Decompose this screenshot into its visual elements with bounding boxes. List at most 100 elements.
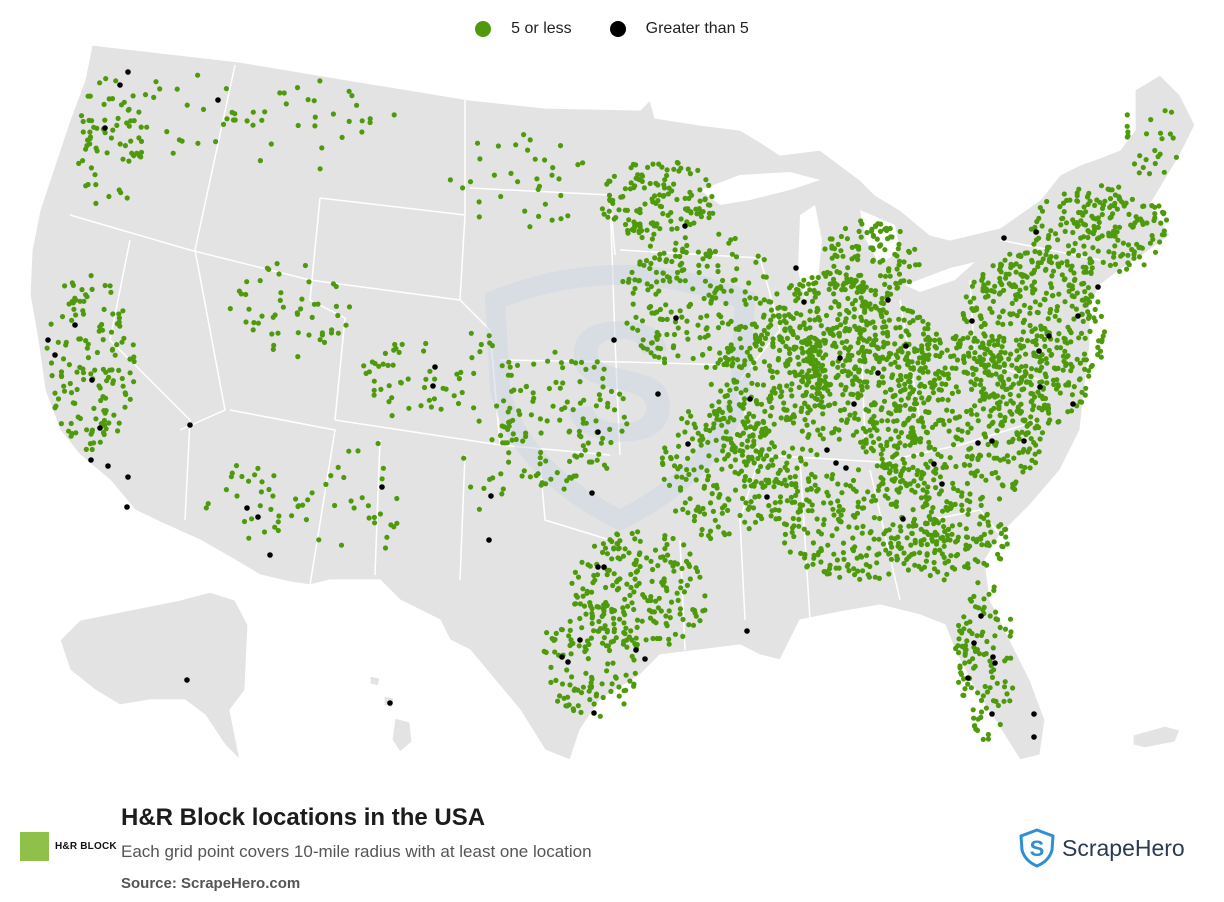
location-dot-5-or-less — [631, 589, 637, 595]
location-dot-5-or-less — [769, 508, 775, 514]
location-dot-5-or-less — [560, 380, 566, 386]
location-dot-5-or-less — [102, 282, 108, 289]
location-dot-5-or-less — [831, 512, 837, 518]
location-dot-5-or-less — [790, 328, 796, 334]
location-dot-5-or-less — [538, 430, 544, 436]
location-dot-5-or-less — [800, 502, 806, 508]
location-dot-5-or-less — [997, 275, 1003, 281]
location-dot-5-or-less — [983, 286, 990, 292]
location-dot-5-or-less — [1022, 369, 1028, 375]
location-dot-5-or-less — [871, 515, 878, 521]
location-dot-5-or-less — [876, 359, 882, 365]
location-dot-5-or-less — [596, 451, 602, 457]
location-dot-5-or-less — [587, 697, 593, 703]
location-dot-5-or-less — [1065, 353, 1071, 359]
location-dot-5-or-less — [359, 129, 365, 135]
location-dot-5-or-less — [772, 500, 778, 506]
location-dot-5-or-less — [1004, 655, 1010, 661]
location-dot-5-or-less — [818, 323, 824, 329]
location-dot-5-or-less — [895, 377, 901, 383]
location-dot-5-or-less — [714, 457, 720, 463]
location-dot-5-or-less — [663, 613, 669, 619]
location-dot-5-or-less — [600, 694, 606, 701]
location-dot-5-or-less — [894, 418, 900, 424]
location-dot-5-or-less — [805, 508, 812, 514]
location-dot-5-or-less — [807, 287, 813, 293]
location-dot-5-or-less — [648, 597, 654, 604]
location-dot-5-or-less — [713, 437, 719, 443]
location-dot-5-or-less — [824, 473, 830, 479]
location-dot-5-or-less — [389, 395, 395, 401]
location-dot-5-or-less — [74, 386, 80, 393]
location-dot-5-or-less — [1110, 211, 1116, 217]
location-dot-5-or-less — [777, 383, 783, 389]
location-dot-5-or-less — [684, 467, 690, 473]
location-dot-5-or-less — [978, 361, 984, 367]
location-dot-5-or-less — [580, 443, 586, 449]
location-dot-5-or-less — [275, 527, 281, 534]
location-dot-5-or-less — [921, 400, 927, 406]
location-dot-greater-than-5 — [843, 465, 849, 471]
location-dot-5-or-less — [834, 269, 840, 275]
location-dot-5-or-less — [277, 297, 283, 303]
location-dot-5-or-less — [1056, 418, 1062, 425]
location-dot-5-or-less — [309, 314, 315, 320]
location-dot-5-or-less — [1017, 264, 1023, 270]
location-dot-greater-than-5 — [903, 343, 909, 349]
location-dot-5-or-less — [625, 227, 631, 234]
location-dot-5-or-less — [543, 458, 549, 464]
location-dot-5-or-less — [1112, 233, 1118, 239]
location-dot-5-or-less — [1086, 368, 1092, 374]
location-dot-5-or-less — [894, 553, 900, 559]
location-dot-5-or-less — [440, 385, 446, 391]
location-dot-5-or-less — [1050, 293, 1056, 299]
location-dot-5-or-less — [758, 401, 765, 407]
location-dot-5-or-less — [926, 439, 932, 445]
location-dot-greater-than-5 — [432, 364, 438, 370]
location-dot-5-or-less — [668, 456, 674, 462]
location-dot-5-or-less — [579, 559, 585, 565]
location-dot-5-or-less — [909, 359, 915, 365]
location-dot-greater-than-5 — [486, 537, 492, 543]
location-dot-5-or-less — [874, 463, 880, 469]
location-dot-5-or-less — [652, 310, 658, 316]
location-dot-5-or-less — [687, 496, 693, 502]
location-dot-5-or-less — [891, 443, 898, 449]
location-dot-5-or-less — [816, 377, 823, 383]
location-dot-5-or-less — [985, 736, 992, 742]
location-dot-5-or-less — [621, 414, 627, 420]
location-dot-5-or-less — [664, 541, 670, 548]
location-dot-5-or-less — [176, 137, 182, 143]
location-dot-5-or-less — [971, 593, 977, 600]
location-dot-5-or-less — [864, 229, 870, 236]
location-dot-5-or-less — [294, 85, 301, 91]
location-dot-5-or-less — [1102, 198, 1108, 204]
location-dot-5-or-less — [545, 358, 551, 364]
location-dot-greater-than-5 — [488, 493, 494, 499]
location-dot-5-or-less — [906, 467, 912, 473]
location-dot-5-or-less — [600, 375, 606, 382]
location-dot-5-or-less — [663, 257, 670, 263]
location-dot-5-or-less — [884, 486, 890, 492]
location-dot-5-or-less — [977, 354, 983, 360]
location-dot-5-or-less — [836, 565, 842, 571]
location-dot-5-or-less — [935, 569, 941, 575]
location-dot-5-or-less — [458, 369, 464, 375]
location-dot-5-or-less — [808, 360, 814, 366]
location-dot-5-or-less — [110, 311, 116, 317]
location-dot-5-or-less — [1055, 383, 1061, 389]
location-dot-greater-than-5 — [685, 441, 691, 447]
location-dot-5-or-less — [1063, 361, 1069, 367]
location-dot-5-or-less — [508, 170, 514, 176]
location-dot-5-or-less — [361, 363, 367, 369]
location-dot-5-or-less — [637, 259, 643, 265]
location-dot-5-or-less — [80, 129, 86, 135]
location-dot-5-or-less — [1095, 344, 1101, 350]
location-dot-5-or-less — [929, 384, 935, 390]
location-dot-5-or-less — [251, 320, 257, 326]
location-dot-5-or-less — [970, 371, 976, 377]
location-dot-greater-than-5 — [673, 315, 679, 321]
location-dot-5-or-less — [917, 550, 923, 556]
location-dot-5-or-less — [791, 533, 797, 540]
location-dot-5-or-less — [1082, 366, 1088, 372]
